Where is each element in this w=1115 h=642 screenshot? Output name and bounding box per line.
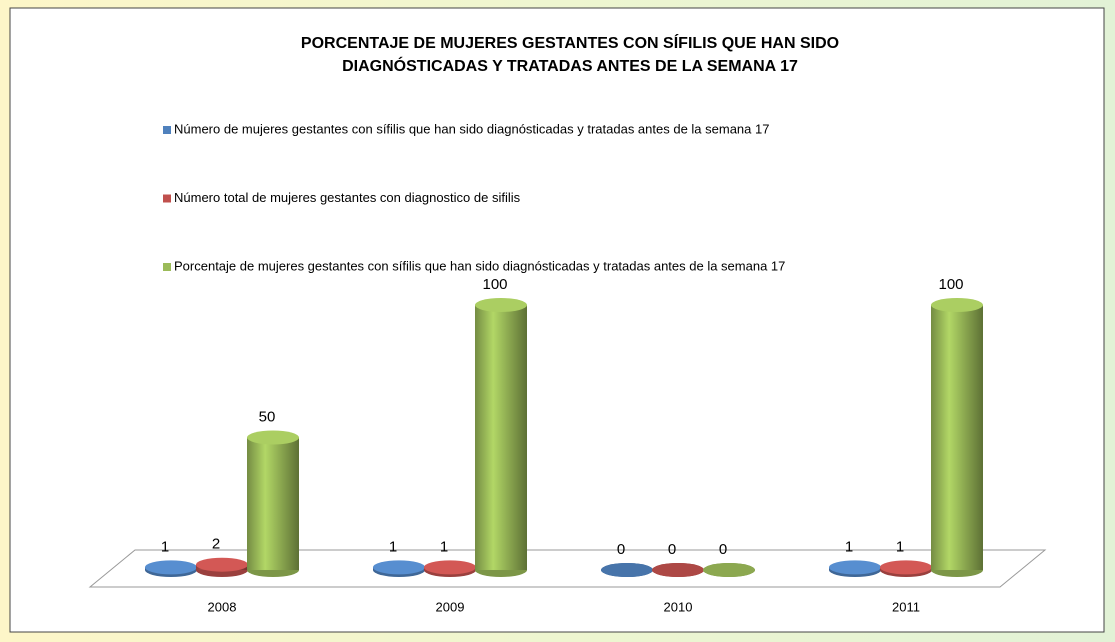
bar bbox=[196, 557, 248, 577]
bar-top bbox=[829, 560, 881, 575]
x-tick-label: 2011 bbox=[892, 599, 920, 614]
data-label: 0 bbox=[617, 541, 625, 558]
legend-swatch bbox=[163, 126, 171, 134]
bar-top bbox=[601, 563, 653, 577]
bar bbox=[652, 563, 704, 577]
bar bbox=[475, 298, 527, 577]
bar-top bbox=[880, 560, 932, 575]
bar-top bbox=[145, 560, 197, 575]
bar bbox=[931, 298, 983, 577]
data-label: 50 bbox=[259, 408, 276, 425]
bar bbox=[829, 560, 881, 577]
bar-top bbox=[703, 563, 755, 577]
x-tick-label: 2009 bbox=[436, 599, 465, 614]
bar-body bbox=[247, 437, 299, 570]
legend-swatch bbox=[163, 194, 171, 203]
data-label: 1 bbox=[389, 538, 397, 555]
bar bbox=[703, 563, 755, 577]
bar bbox=[247, 430, 299, 577]
bar-top bbox=[373, 560, 425, 575]
x-tick-label: 2010 bbox=[664, 599, 693, 614]
chart-title: PORCENTAJE DE MUJERES GESTANTES CON SÍFI… bbox=[301, 33, 839, 52]
bar-body bbox=[931, 305, 983, 570]
data-label: 100 bbox=[938, 276, 963, 293]
bar bbox=[880, 560, 932, 577]
bar-top bbox=[931, 298, 983, 312]
bar-body bbox=[475, 305, 527, 570]
data-label: 1 bbox=[161, 538, 169, 555]
bar bbox=[601, 563, 653, 577]
bar-top bbox=[196, 557, 248, 572]
bar-top bbox=[652, 563, 704, 577]
bar-top bbox=[475, 298, 527, 312]
floor bbox=[88, 549, 1047, 588]
bar bbox=[145, 560, 197, 577]
data-label: 100 bbox=[482, 276, 507, 293]
legend-label: Porcentaje de mujeres gestantes con sífi… bbox=[174, 258, 785, 273]
bar bbox=[373, 560, 425, 577]
data-label: 0 bbox=[719, 541, 727, 558]
data-label: 2 bbox=[212, 536, 220, 553]
data-label: 0 bbox=[668, 541, 676, 558]
legend-swatch bbox=[163, 263, 171, 271]
legend-label: Número total de mujeres gestantes con di… bbox=[174, 190, 521, 205]
legend-label: Número de mujeres gestantes con sífilis … bbox=[174, 121, 769, 136]
bar bbox=[424, 560, 476, 577]
data-label: 1 bbox=[896, 538, 904, 555]
chart-title: DIAGNÓSTICADAS Y TRATADAS ANTES DE LA SE… bbox=[342, 56, 798, 75]
chart-area bbox=[9, 7, 1105, 633]
x-tick-label: 2008 bbox=[208, 599, 237, 614]
bar-top bbox=[247, 430, 299, 445]
bar-top bbox=[424, 560, 476, 575]
data-label: 1 bbox=[440, 538, 448, 555]
data-label: 1 bbox=[845, 538, 853, 555]
